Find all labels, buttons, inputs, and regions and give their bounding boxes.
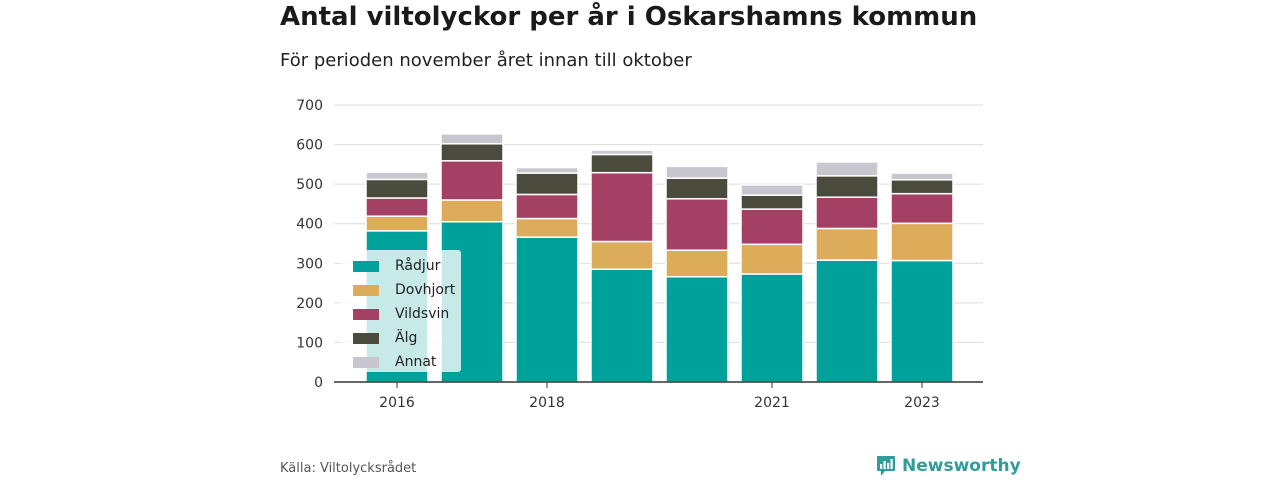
x-tick-label: 2016 (379, 395, 415, 411)
brand-name: Newsworthy (902, 456, 1021, 476)
bar-segment (815, 259, 879, 383)
bar-segment (665, 177, 729, 200)
bar-segment (740, 273, 804, 383)
bar-segment (515, 172, 579, 196)
bar-segment (515, 166, 579, 174)
newsworthy-logo-icon (877, 456, 895, 476)
legend-item: Annat (353, 354, 436, 370)
bar-segment (515, 193, 579, 220)
y-tick-label: 100 (296, 335, 323, 351)
bar-segment (440, 133, 504, 145)
y-tick-label: 500 (296, 177, 323, 193)
legend-swatch (353, 332, 379, 344)
bar-segment (590, 268, 654, 383)
legend-swatch (353, 308, 379, 320)
bar-segment (890, 172, 954, 181)
bar-segment (890, 192, 954, 225)
chart-title: Antal viltolyckor per år i Oskarshamns k… (280, 2, 978, 32)
bar-segment (740, 243, 804, 275)
bar-segment (740, 184, 804, 196)
chart-subtitle: För perioden november året innan till ok… (280, 50, 692, 71)
source-note: Källa: Viltolycksrådet (280, 461, 417, 476)
legend-label: Älg (395, 330, 418, 346)
legend-swatch (353, 356, 379, 368)
bar-segment (590, 171, 654, 243)
bar-segment (440, 199, 504, 223)
legend-label: Rådjur (395, 258, 441, 274)
bar-segment (815, 227, 879, 261)
legend-swatch (353, 284, 379, 296)
bar-segment (365, 197, 429, 217)
legend-item: Rådjur (353, 258, 440, 274)
y-tick-label: 200 (296, 296, 323, 312)
bar-segment (890, 179, 954, 195)
bar-segment (590, 149, 654, 156)
bar-segment (440, 160, 504, 201)
legend-label: Annat (395, 354, 437, 370)
bar-segment (515, 217, 579, 238)
bar-segment (740, 194, 804, 210)
legend-item: Älg (353, 330, 417, 346)
bar-segment (590, 240, 654, 270)
y-tick-label: 600 (296, 138, 323, 154)
bar-segment (665, 249, 729, 278)
bar-segment (365, 178, 429, 199)
bar-segment (890, 222, 954, 262)
legend-item: Dovhjort (353, 282, 455, 298)
y-tick-label: 0 (314, 375, 323, 391)
bar-segment (665, 165, 729, 179)
legend-item: Vildsvin (353, 306, 449, 322)
bar-segment (365, 171, 429, 181)
x-tick-label: 2023 (904, 395, 940, 411)
x-tick-label: 2021 (754, 395, 790, 411)
bar-segment (365, 215, 429, 232)
bar-segment (890, 259, 954, 383)
bar-segment (815, 175, 879, 198)
x-tick-label: 2018 (529, 395, 565, 411)
chart-legend: Rådjur Dovhjort Vildsvin Älg Annat (341, 250, 461, 372)
legend-label: Dovhjort (395, 282, 456, 298)
y-tick-label: 700 (296, 98, 323, 114)
y-tick-label: 400 (296, 217, 323, 233)
bar-segment (740, 208, 804, 246)
bar-segment (440, 143, 504, 162)
bar-segment (815, 196, 879, 230)
bar-segment (815, 161, 879, 177)
bar-segment (665, 275, 729, 383)
brand-logo: Newsworthy (876, 455, 1021, 477)
bar-segment (665, 198, 729, 251)
bar-segment (515, 236, 579, 383)
bar-segment (590, 153, 654, 174)
legend-label: Vildsvin (395, 306, 450, 322)
y-tick-label: 300 (296, 256, 323, 272)
legend-swatch (353, 260, 379, 272)
